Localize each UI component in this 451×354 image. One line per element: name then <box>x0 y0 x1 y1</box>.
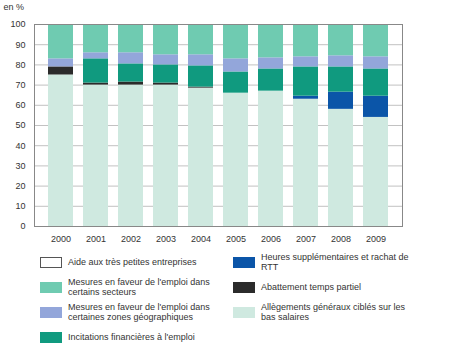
svg-text:30: 30 <box>15 161 25 171</box>
html-text:Mesures en faveur de l'emploi: Mesures en faveur de l'emploi dans certa… <box>68 302 210 322</box>
svg-text:2009: 2009 <box>366 234 386 244</box>
svg-text:2000: 2000 <box>51 234 71 244</box>
svg-text:en %: en % <box>4 2 25 12</box>
html-text:Mesures en faveur de l'emploi: Mesures en faveur de l'emploi dans certa… <box>68 277 210 297</box>
svg-text:2006: 2006 <box>261 234 281 244</box>
svg-text:10: 10 <box>15 201 25 211</box>
svg-text:2004: 2004 <box>191 234 211 244</box>
svg-text:2002: 2002 <box>121 234 141 244</box>
svg-text:90: 90 <box>15 40 25 50</box>
html-text:Heures supplémentaires et rach: Heures supplémentaires et rachat de RTT <box>261 252 409 272</box>
svg-text:40: 40 <box>15 141 25 151</box>
svg-text:100: 100 <box>10 19 25 29</box>
svg-text:70: 70 <box>15 80 25 90</box>
svg-text:60: 60 <box>15 100 25 110</box>
svg-text:20: 20 <box>15 181 25 191</box>
svg-text:2003: 2003 <box>156 234 176 244</box>
html-text:Incitations financières à l'em: Incitations financières à l'emploi <box>68 332 195 342</box>
html-text:Abattement temps partiel: Abattement temps partiel <box>261 282 362 292</box>
svg-text:2005: 2005 <box>226 234 246 244</box>
svg-text:2001: 2001 <box>86 234 106 244</box>
svg-text:50: 50 <box>15 120 25 130</box>
svg-text:2007: 2007 <box>296 234 316 244</box>
svg-text:2008: 2008 <box>331 234 351 244</box>
html-text:Allègements généraux ciblés su: Allègements généraux ciblés sur les bas … <box>261 302 406 322</box>
svg-text:0: 0 <box>20 221 25 231</box>
svg-text:80: 80 <box>15 60 25 70</box>
html-text:Aide aux très petites entrepri: Aide aux très petites entreprises <box>68 257 197 267</box>
